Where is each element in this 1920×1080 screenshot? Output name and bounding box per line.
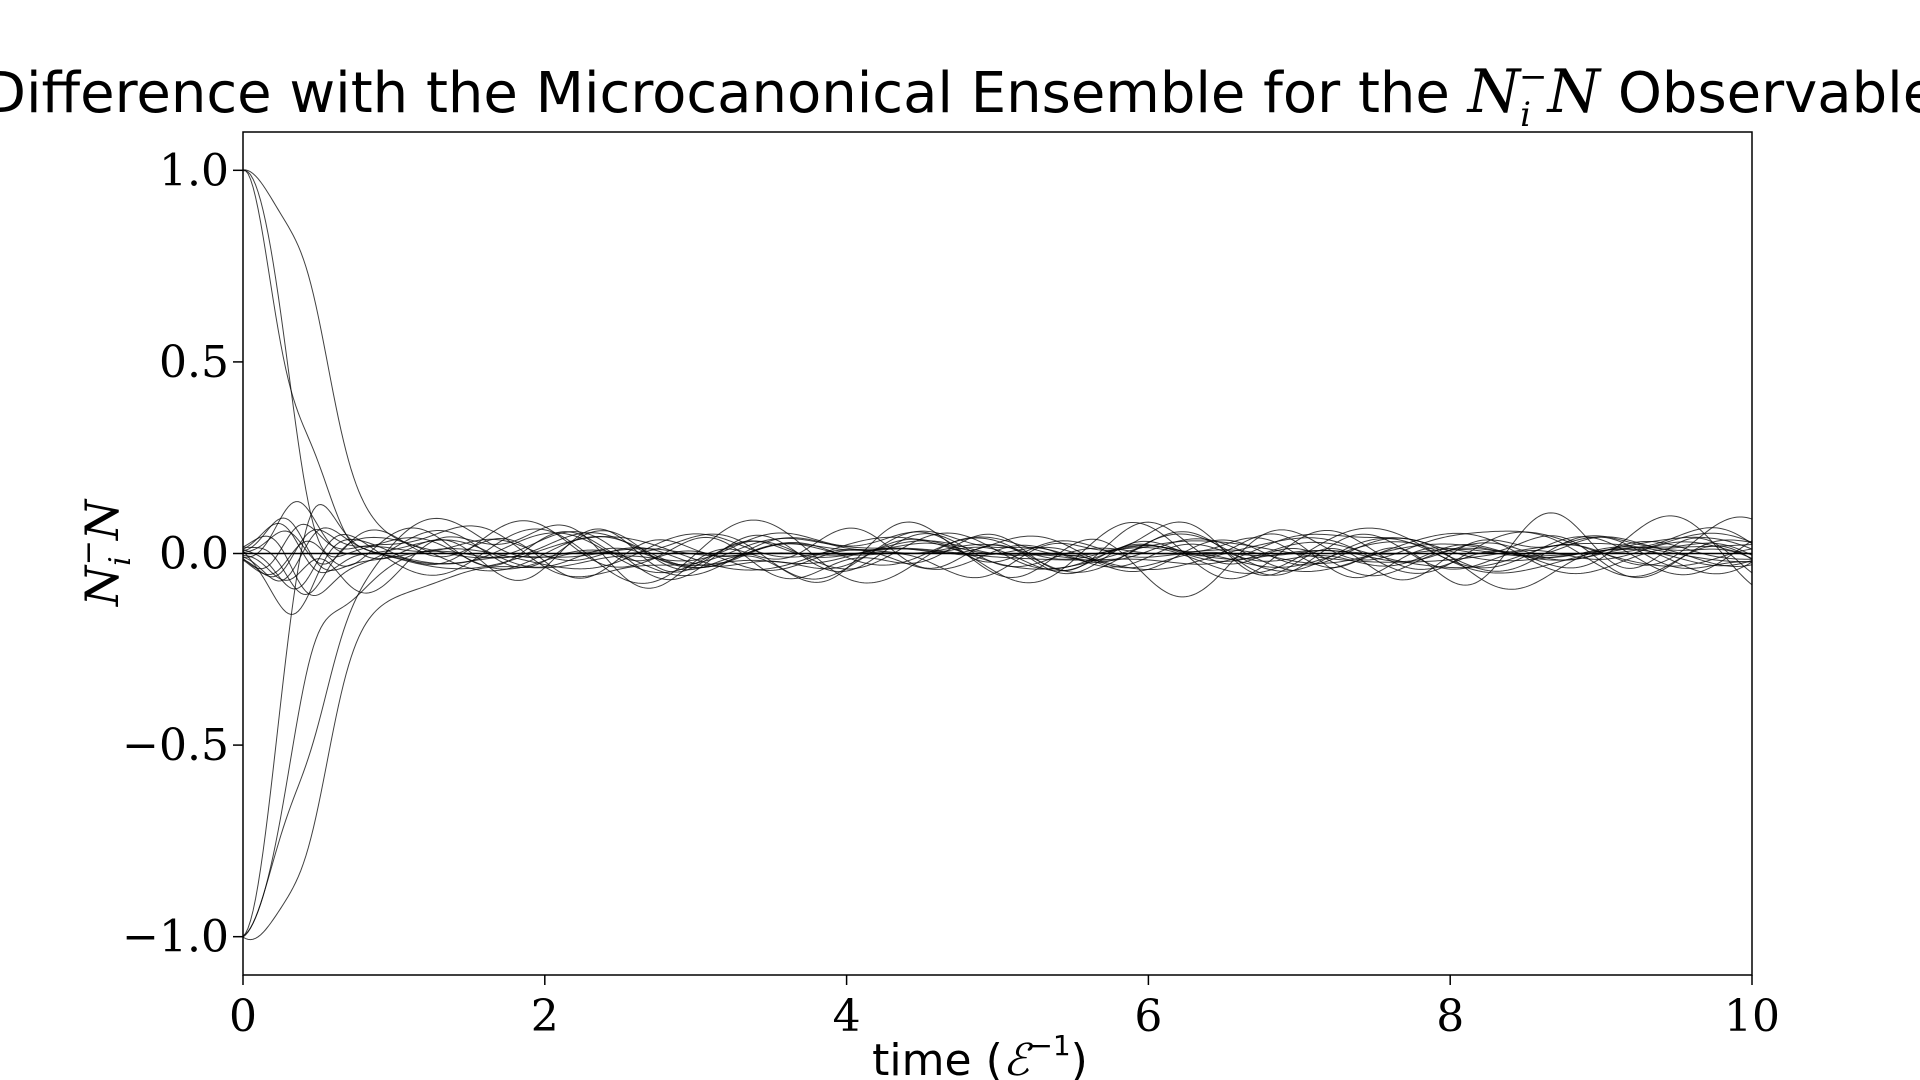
chart-title: Difference with the Microcanonical Ensem… xyxy=(0,57,1920,135)
series-line xyxy=(242,503,1753,937)
y-tick-label: 1.0 xyxy=(159,145,229,196)
x-tick-label: 4 xyxy=(833,991,861,1042)
x-tick-label: 10 xyxy=(1724,991,1780,1042)
x-tick-label: 0 xyxy=(229,991,257,1042)
series-group xyxy=(242,169,1753,941)
series-line xyxy=(242,519,1753,590)
x-tick-label: 8 xyxy=(1436,991,1464,1042)
y-axis-label-symbol: N xyxy=(75,564,129,607)
x-tick-label: 6 xyxy=(1134,991,1162,1042)
chart-title-prefix: Difference with the Microcanonical Ensem… xyxy=(0,61,1468,126)
y-tick-label: 0.5 xyxy=(159,337,229,388)
y-tick-label: −1.0 xyxy=(122,912,229,963)
chart-title-sub: i xyxy=(1520,95,1531,135)
series-line xyxy=(242,515,1753,938)
series-line xyxy=(242,501,1753,573)
series-line xyxy=(242,170,1753,580)
series-line xyxy=(242,521,1753,597)
series-line xyxy=(242,169,1753,586)
y-tick-label: 0.0 xyxy=(159,529,229,580)
series-line xyxy=(242,533,1753,596)
y-axis-label-tail: N xyxy=(75,498,129,541)
chart-title-sup: − xyxy=(1519,57,1548,97)
series-line xyxy=(242,522,1753,574)
series-line xyxy=(242,531,1753,937)
x-axis-label-close: ) xyxy=(1071,1035,1088,1080)
x-axis-label-sup: −1 xyxy=(1029,1029,1070,1062)
chart-title-tail: N xyxy=(1546,57,1603,127)
y-tick-label: −0.5 xyxy=(122,720,229,771)
x-axis-label-symbol: ℰ xyxy=(1003,1035,1034,1080)
x-tick-label: 2 xyxy=(531,991,559,1042)
x-axis-label: time (ℰ−1) xyxy=(872,1029,1088,1080)
x-axis-label-text: time ( xyxy=(872,1035,1003,1080)
series-line xyxy=(242,529,1753,941)
series-line xyxy=(242,521,1753,580)
chart-title-suffix: Observable xyxy=(1600,61,1920,126)
series-line xyxy=(242,169,1753,581)
series-line xyxy=(242,521,1753,581)
series-line xyxy=(242,523,1753,590)
y-axis-label: Ni−N xyxy=(71,498,138,607)
y-axis-label-sub: i xyxy=(103,556,138,566)
chart-title-symbol: N xyxy=(1466,57,1523,127)
series-line xyxy=(242,524,1753,594)
ticks-group: 0 2 4 6 8 10 −1.0 −0.5 0.0 0.5 1.0 xyxy=(122,145,1780,1042)
y-axis-label-sup: − xyxy=(71,540,106,565)
